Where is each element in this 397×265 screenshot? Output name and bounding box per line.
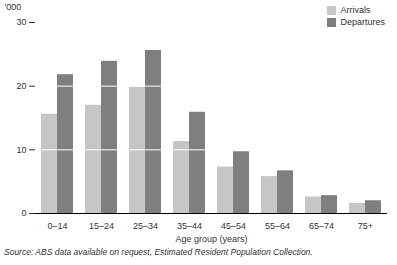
svg-text:'000: '000	[5, 2, 22, 12]
svg-text:45–54: 45–54	[221, 221, 246, 231]
svg-text:35–44: 35–44	[177, 221, 202, 231]
html-text:Source: ABS data available on: Source: ABS data available on request, E…	[4, 247, 313, 257]
svg-text:75+: 75+	[358, 221, 373, 231]
svg-text:65–74: 65–74	[309, 221, 334, 231]
svg-text:30: 30	[16, 17, 26, 27]
svg-text:Age group (years): Age group (years)	[175, 234, 247, 244]
svg-text:55–64: 55–64	[265, 221, 290, 231]
svg-text:0: 0	[21, 208, 26, 218]
html-text:Arrivals: Arrivals	[340, 5, 371, 15]
html-text:Departures: Departures	[340, 17, 385, 27]
svg-text:10: 10	[16, 145, 26, 155]
svg-text:25–34: 25–34	[133, 221, 158, 231]
svg-text:15–24: 15–24	[89, 221, 114, 231]
svg-text:20: 20	[16, 81, 26, 91]
svg-text:0–14: 0–14	[47, 221, 67, 231]
